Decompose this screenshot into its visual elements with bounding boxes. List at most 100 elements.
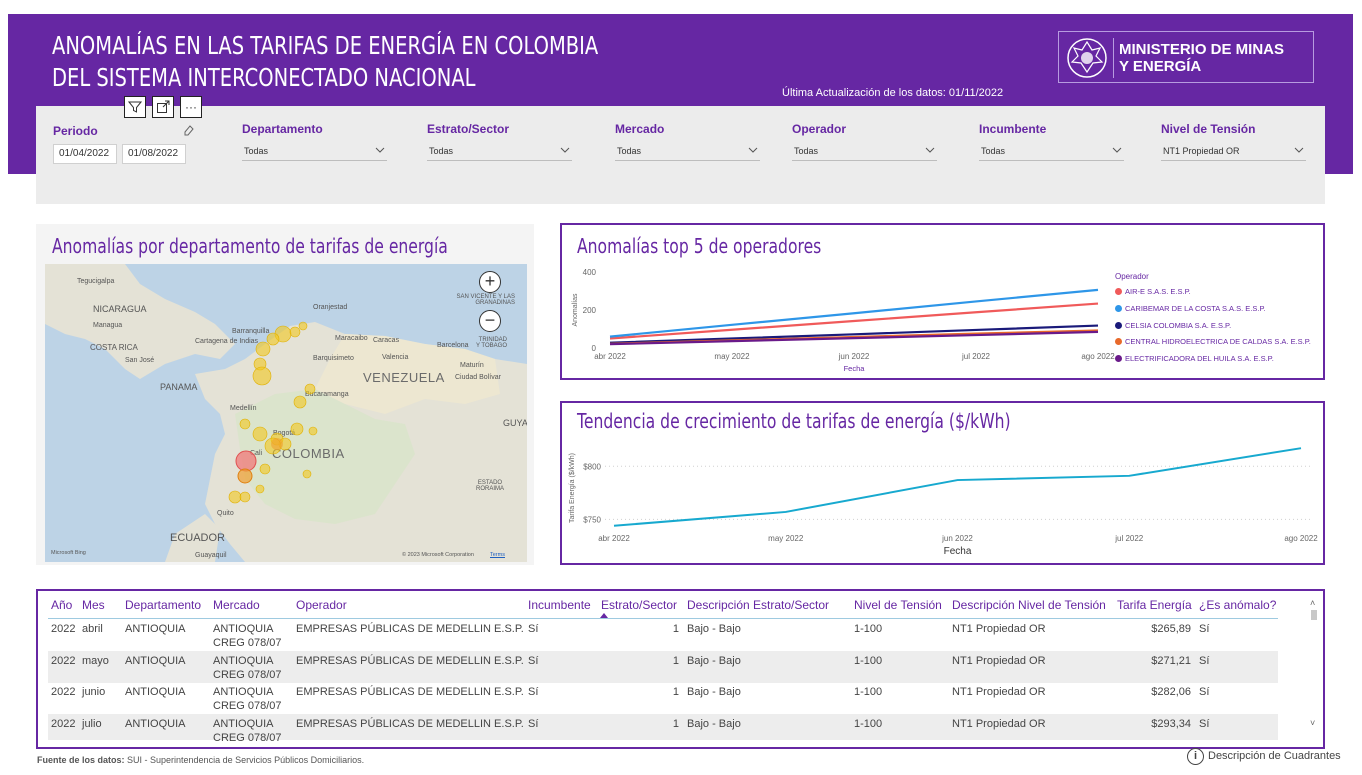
scroll-down-icon[interactable]: ˅ [1310,718,1316,728]
map-bubble [259,463,271,475]
period-end-input[interactable]: 01/08/2022 [122,144,186,164]
map-bubble [302,469,312,479]
table-cell-mercado2: CREG 078/07 [213,669,282,681]
operador-value: Todas [794,146,819,156]
column-header[interactable]: Estrato/Sector [601,598,678,612]
more-options-icon[interactable]: ··· [180,96,202,118]
legend-item[interactable]: CENTRAL HIDROELECTRICA DE CALDAS S.A. E.… [1115,337,1311,346]
focus-mode-icon[interactable] [152,96,174,118]
y-tick-label: $750 [583,515,601,524]
column-header[interactable]: ¿Es anómalo? [1199,598,1277,612]
trend-line-chart: $800 $750 abr 2022 may 2022 jun 2022 jul 2022… [569,447,1318,557]
table-cell-mercado2: CREG 078/07 [213,700,282,712]
map-label-venezuela: VENEZUELA [363,370,445,385]
column-header[interactable]: Incumbente [528,598,591,612]
scroll-thumb[interactable] [1311,610,1317,620]
last-update-text: Última Actualización de los datos: 01/11… [782,87,1004,99]
legend-item[interactable]: CELSIA COLOMBIA S.A. E.S.P. [1115,321,1231,330]
departamento-dropdown[interactable]: Todas [242,143,387,161]
table-cell-tarifa: $282,06 [1151,686,1191,698]
x-axis-title: Fecha [844,364,866,373]
table-scrollbar[interactable]: ˄ ˅ [1310,598,1318,733]
page-title: ANOMALÍAS EN LAS TARIFAS DE ENERGÍA EN C… [52,30,692,94]
map-bubble [298,321,308,331]
table-cell-mercado2: CREG 078/07 [213,732,282,741]
x-tick-label: abr 2022 [598,534,630,543]
x-tick-label: jun 2022 [941,534,973,543]
table-cell-operador: EMPRESAS PÚBLICAS DE MEDELLIN E.S.P. [296,718,524,730]
legend-label: CENTRAL HIDROELECTRICA DE CALDAS S.A. E.… [1125,337,1311,347]
title-line-2: DEL SISTEMA INTERCONECTADO NACIONAL [52,63,476,92]
table-cell-nivel: 1-100 [854,655,883,667]
estrato-dropdown[interactable]: Todas [427,143,572,161]
filter-label-departamento: Departamento [242,122,323,136]
map-bubble [289,326,301,338]
chevron-down-icon [748,147,758,153]
map-label-costa-rica: COSTA RICA [90,343,138,352]
map-bubble [308,426,318,436]
x-tick-label: may 2022 [714,352,750,361]
map-label-colombia: COLOMBIA [272,446,345,461]
filter-label-estrato: Estrato/Sector [427,122,510,136]
column-header[interactable]: Nivel de Tensión [854,598,942,612]
column-header[interactable]: Año [51,598,73,612]
legend-dot-icon [1115,288,1122,295]
table-cell-nivel: 1-100 [854,623,883,635]
quadrant-description-button[interactable]: i Descripción de Cuadrantes [1187,748,1341,765]
zoom-out-button[interactable]: − [479,310,501,332]
zoom-in-button[interactable]: + [479,271,501,293]
ministry-logo: MINISTERIO DE MINAS Y ENERGÍA [1058,31,1314,83]
map-bubble [255,484,265,494]
table-cell-desc_nivel: NT1 Propiedad OR [952,655,1046,667]
column-header[interactable]: Tarifa Energía [1117,598,1192,612]
column-header[interactable]: Descripción Nivel de Tensión [952,598,1106,612]
map-city: Barcelona [437,342,469,349]
map-city: Quito [217,510,234,517]
table-cell-estrato: 1 [672,718,679,730]
table-cell-depto: ANTIOQUIA [125,623,186,635]
map-bubble [255,341,271,357]
map-city: Maracaibo [335,335,368,342]
map-label-panama: PANAMA [160,382,198,392]
y-tick-label: $800 [583,462,601,471]
period-start-input[interactable]: 01/04/2022 [53,144,117,164]
sort-ascending-icon[interactable] [600,613,608,618]
y-tick-label: 0 [592,344,597,353]
column-header[interactable]: Operador [296,598,347,612]
nivel-dropdown[interactable]: NT1 Propiedad OR [1161,143,1306,161]
filter-label-periodo: Periodo [53,124,98,138]
column-header[interactable]: Mercado [213,598,260,612]
x-tick-label: jun 2022 [838,352,870,361]
series-line [609,330,1099,346]
filter-icon[interactable] [124,96,146,118]
y-tick-label: 400 [583,268,597,277]
column-header[interactable]: Mes [82,598,105,612]
map-city: Tegucigalpa [77,278,115,285]
operador-dropdown[interactable]: Todas [792,143,937,161]
table-cell-mes: mayo [82,655,109,667]
mercado-dropdown[interactable]: Todas [615,143,760,161]
filter-bar [36,106,1325,204]
legend-item[interactable]: AIR-E S.A.S. E.S.P. [1115,287,1191,296]
terms-link[interactable]: Terms [490,552,505,558]
legend-dot-icon [1115,338,1122,346]
map-city: Valencia [382,354,409,361]
scroll-up-icon[interactable]: ˄ [1310,598,1316,608]
clear-filter-icon[interactable] [183,124,195,139]
legend-item[interactable]: CARIBEMAR DE LA COSTA S.A.S. E.S.P. [1115,304,1266,313]
column-header[interactable]: Descripción Estrato/Sector [687,598,830,612]
map-city: Maturín [460,362,484,369]
map-city: Medellín [230,405,257,412]
column-header[interactable]: Departamento [125,598,202,612]
mercado-value: Todas [617,146,642,156]
operators-panel [560,223,1325,380]
incumbente-dropdown[interactable]: Todas [979,143,1124,161]
x-tick-label: jul 2022 [1114,534,1144,543]
legend-item[interactable]: ELECTRIFICADORA DEL HUILA S.A. E.S.P. [1115,354,1274,363]
anomalies-map[interactable]: VENEZUELA COLOMBIA PANAMA NICARAGUA COST… [45,264,527,562]
x-tick-label: jul 2022 [961,352,991,361]
table-cell-anomalo: Sí [1199,686,1210,698]
map-bubble [252,366,272,386]
table-cell-anomalo: Sí [1199,718,1210,730]
filter-label-nivel: Nivel de Tensión [1161,122,1256,136]
